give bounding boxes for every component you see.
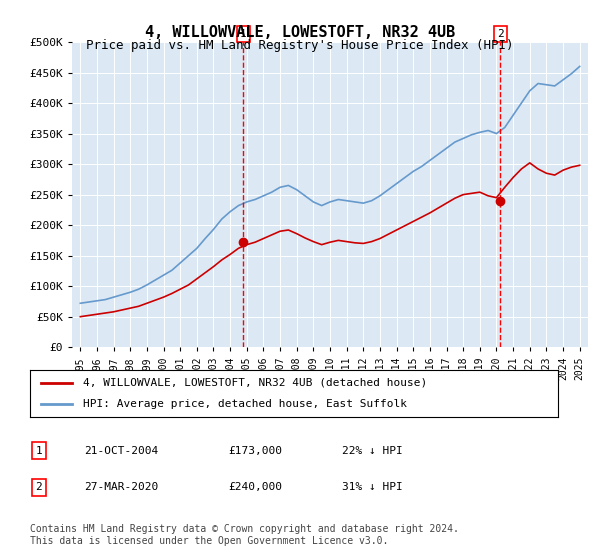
Text: 1: 1 [35,446,43,456]
Text: 21-OCT-2004: 21-OCT-2004 [84,446,158,456]
Text: 31% ↓ HPI: 31% ↓ HPI [342,482,403,492]
Text: 22% ↓ HPI: 22% ↓ HPI [342,446,403,456]
Text: 27-MAR-2020: 27-MAR-2020 [84,482,158,492]
Text: 4, WILLOWVALE, LOWESTOFT, NR32 4UB (detached house): 4, WILLOWVALE, LOWESTOFT, NR32 4UB (deta… [83,378,427,388]
Text: £173,000: £173,000 [228,446,282,456]
Text: £240,000: £240,000 [228,482,282,492]
Text: Contains HM Land Registry data © Crown copyright and database right 2024.
This d: Contains HM Land Registry data © Crown c… [30,524,459,546]
Text: 2: 2 [35,482,43,492]
Text: Price paid vs. HM Land Registry's House Price Index (HPI): Price paid vs. HM Land Registry's House … [86,39,514,52]
Text: 2: 2 [497,29,503,39]
Text: HPI: Average price, detached house, East Suffolk: HPI: Average price, detached house, East… [83,399,407,409]
Text: 1: 1 [240,29,247,39]
Text: 4, WILLOWVALE, LOWESTOFT, NR32 4UB: 4, WILLOWVALE, LOWESTOFT, NR32 4UB [145,25,455,40]
